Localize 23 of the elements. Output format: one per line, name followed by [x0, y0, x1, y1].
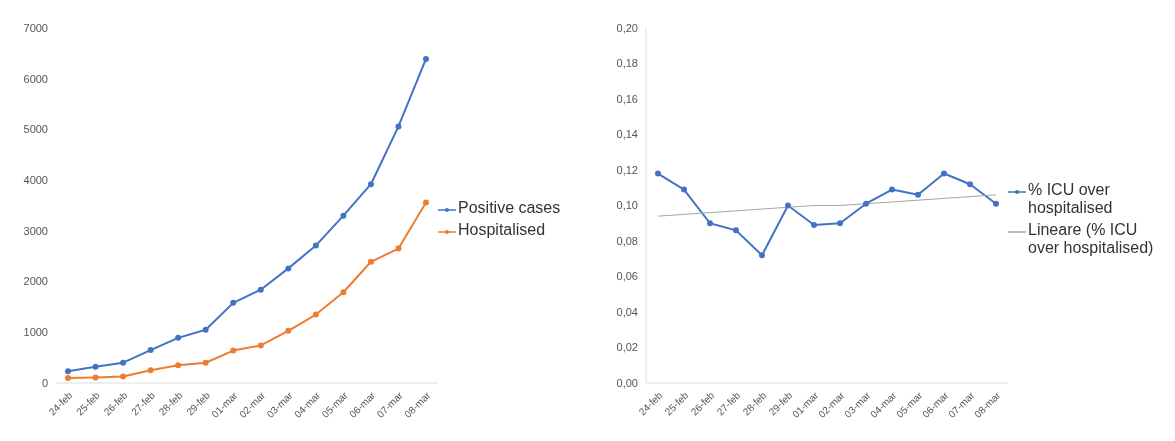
y-tick-label: 0,20 [616, 21, 638, 34]
y-tick-label: 4000 [23, 174, 48, 187]
y-tick-label: 0,06 [616, 270, 638, 283]
y-tick-label: 5000 [23, 123, 48, 136]
y-tick-label: 0,02 [616, 341, 638, 354]
y-tick-label: 3000 [23, 224, 48, 237]
y-tick-label: 0,04 [616, 305, 638, 318]
legend-label: Lineare (% ICU over hospitalised) [1028, 220, 1155, 257]
legend-label: Positive cases [458, 198, 561, 217]
y-tick-label: 0,18 [616, 57, 638, 70]
y-tick-label: 0 [41, 376, 48, 389]
legend-label: % ICU over hospitalised [1028, 180, 1114, 217]
legend-label: Hospitalised [458, 220, 546, 239]
y-tick-label: 7000 [23, 21, 48, 34]
y-tick-label: 2000 [23, 275, 48, 288]
y-tick-label: 0,12 [616, 163, 638, 176]
y-tick-label: 0,10 [616, 199, 638, 212]
y-tick-label: 0,00 [616, 376, 638, 389]
y-tick-label: 1000 [23, 326, 48, 339]
y-tick-label: 0,08 [616, 234, 638, 247]
y-tick-label: 6000 [23, 72, 48, 85]
y-tick-label: 0,16 [616, 92, 638, 105]
y-tick-label: 0,14 [616, 128, 638, 141]
